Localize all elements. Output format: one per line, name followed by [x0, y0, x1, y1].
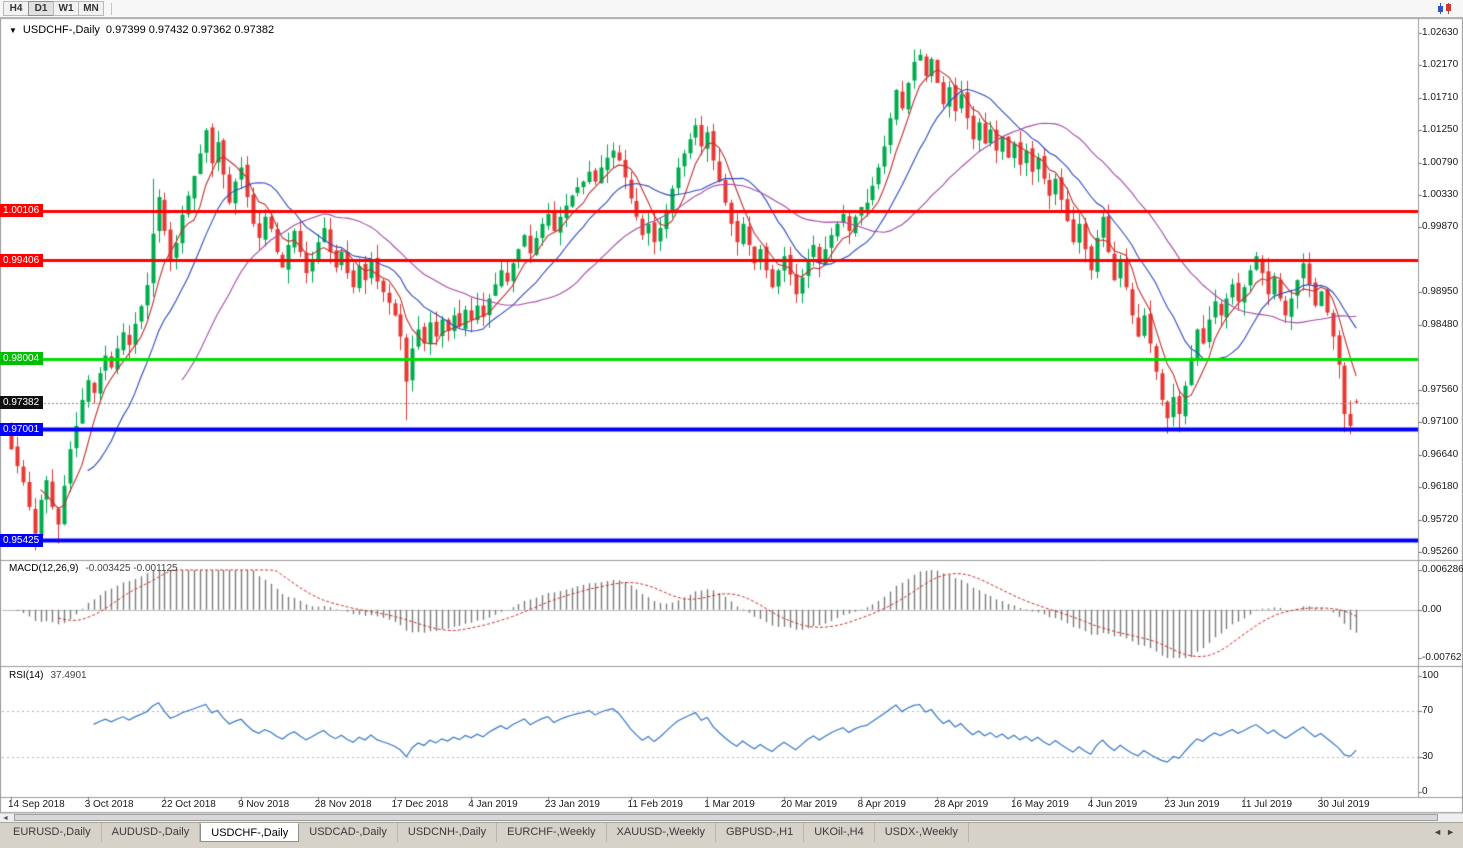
rsi-label: RSI(14) [9, 670, 44, 681]
timeframe-toolbar: H4 D1 W1 MN [0, 0, 1463, 18]
timeframe-button-w1[interactable]: W1 [53, 1, 79, 16]
tab-eurusd-daily[interactable]: EURUSD-,Daily [3, 823, 102, 842]
tab-xauusd-weekly[interactable]: XAUUSD-,Weekly [607, 823, 716, 842]
corner-chart-icon[interactable] [1436, 2, 1456, 15]
scrollbar-left-arrow-icon[interactable]: ◄ [2, 815, 9, 822]
macd-values: -0.003425 -0.001125 [85, 563, 178, 574]
tab-scroll-right-icon[interactable]: ► [1446, 827, 1455, 837]
macd-indicator-title: MACD(12,26,9) -0.003425 -0.001125 [9, 563, 178, 574]
tab-scroll-left-icon[interactable]: ◄ [1433, 827, 1443, 837]
collapse-arrow-icon[interactable]: ▼ [9, 25, 17, 35]
tab-usdcnh-daily[interactable]: USDCNH-,Daily [398, 823, 498, 842]
timeframe-button-group: H4 D1 W1 MN [3, 1, 104, 16]
tab-audusd-daily[interactable]: AUDUSD-,Daily [102, 823, 201, 842]
timeframe-button-d1[interactable]: D1 [28, 1, 54, 16]
macd-label: MACD(12,26,9) [9, 563, 79, 574]
chart-title-bar: ▼ USDCHF-,Daily 0.97399 0.97432 0.97362 … [9, 24, 274, 36]
tab-usdcad-daily[interactable]: USDCAD-,Daily [299, 823, 398, 842]
chart-tabs-bar: EURUSD-,Daily AUDUSD-,Daily USDCHF-,Daily U… [0, 822, 1463, 848]
rsi-indicator-title: RSI(14) 37.4901 [9, 670, 87, 681]
tab-ukoil-h4[interactable]: UKOil-,H4 [804, 823, 875, 842]
tab-eurchf-weekly[interactable]: EURCHF-,Weekly [497, 823, 607, 842]
chart-symbol-title: USDCHF-,Daily [22, 24, 100, 36]
tab-gbpusd-h1[interactable]: GBPUSD-,H1 [716, 823, 805, 842]
tab-usdx-weekly[interactable]: USDX-,Weekly [875, 823, 969, 842]
timeframe-button-h4[interactable]: H4 [3, 1, 29, 16]
rsi-value: 37.4901 [50, 670, 87, 681]
corner-icon-wrap [1436, 2, 1460, 15]
toolbar-separator [111, 2, 112, 15]
tab-nav: ◄ ► [1433, 823, 1463, 837]
h-scrollbar-thumb[interactable] [14, 814, 1438, 821]
timeframe-button-mn[interactable]: MN [78, 1, 104, 16]
tab-usdchf-daily[interactable]: USDCHF-,Daily [200, 823, 300, 842]
chart-ohlc-values: 0.97399 0.97432 0.97362 0.97382 [105, 24, 275, 36]
